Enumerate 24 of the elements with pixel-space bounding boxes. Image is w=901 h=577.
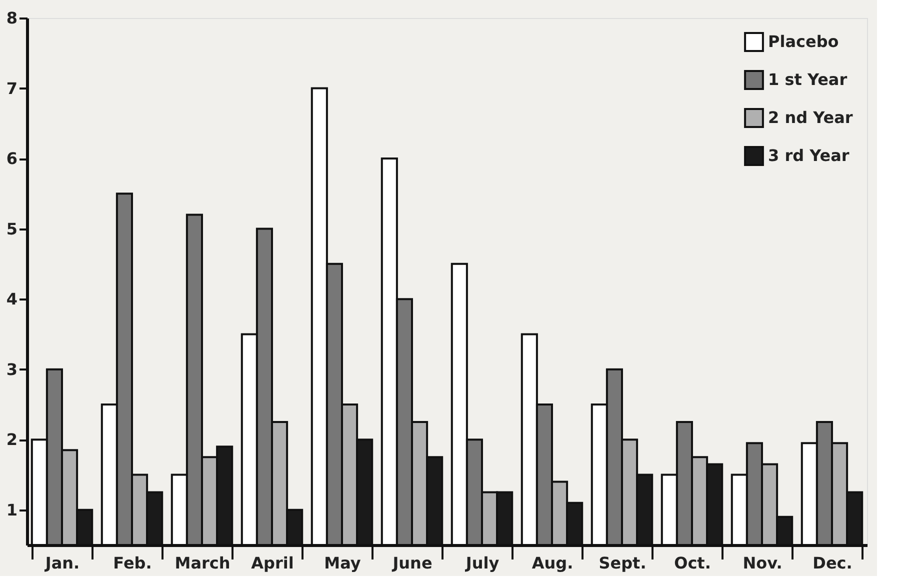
x-tick-label: May <box>324 554 362 572</box>
legend-label: 3 rd Year <box>768 146 850 165</box>
x-tick-label: Jan. <box>44 554 80 572</box>
y-tick-label: 6 <box>6 149 18 168</box>
x-tick-label: Feb. <box>113 554 152 572</box>
y-tick-label: 2 <box>6 430 18 450</box>
x-tick-label: Oct. <box>674 554 711 572</box>
y-tick-label: 8 <box>6 8 18 28</box>
legend-label: 2 nd Year <box>768 108 853 127</box>
x-tick-label: June <box>392 554 432 572</box>
y-tick-label: 3 <box>6 360 18 379</box>
y-tick-label: 1 <box>6 500 18 520</box>
y-tick-label: 4 <box>6 290 18 309</box>
legend-label: Placebo <box>768 32 839 51</box>
y-tick-label: 5 <box>6 219 18 238</box>
y-tick-label: 7 <box>6 78 18 98</box>
x-tick-label: April <box>251 554 294 572</box>
x-tick-label: Sept. <box>598 554 646 572</box>
legend-label: 1 st Year <box>768 70 848 89</box>
x-tick-label: March <box>174 554 230 572</box>
x-tick-label: Dec. <box>812 554 852 572</box>
x-tick-label: Nov. <box>742 554 782 572</box>
x-tick-label: Aug. <box>532 554 574 572</box>
x-tick-label: July <box>464 554 500 572</box>
